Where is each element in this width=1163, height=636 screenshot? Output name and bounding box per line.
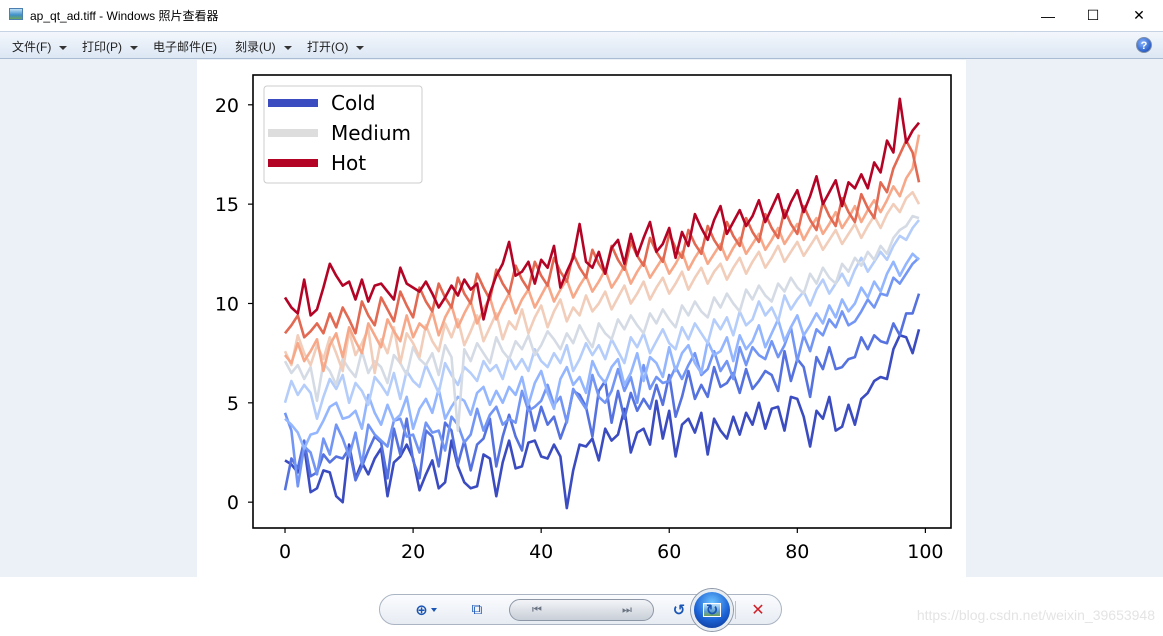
slideshow-icon [703,603,721,617]
svg-text:Cold: Cold [331,91,375,115]
svg-text:5: 5 [227,393,239,415]
svg-text:15: 15 [215,194,239,216]
rotate-clockwise-button[interactable]: ↻ [700,595,724,624]
close-window-button[interactable]: ✕ [1133,7,1145,23]
navigation-group: ⏮ ⏭ [509,589,733,631]
photo-viewer-app-icon [9,8,23,20]
series-line [283,139,921,339]
rotate-ccw-icon: ↺ [672,601,686,619]
menu-open-label: 打开(O) [307,40,349,54]
chart-series [283,97,921,510]
help-icon[interactable]: ? [1136,37,1152,53]
chevron-down-icon [59,45,68,50]
image-viewer-area: 0 20 40 60 80 100 0 5 10 15 20 Cold Medium Hot [0,59,1163,577]
svg-text:20: 20 [401,541,425,563]
chevron-down-icon [283,45,292,50]
chevron-down-icon [356,45,365,50]
menu-open[interactable]: 打开(O) [307,38,365,55]
svg-text:Hot: Hot [331,151,366,175]
toolbar-separator [735,601,736,619]
series-line [284,328,921,510]
y-axis-ticks: 0 5 10 15 20 [215,95,253,514]
rotate-counterclockwise-button[interactable]: ↺ [667,595,691,624]
menu-email[interactable]: 电子邮件(E) [153,38,217,55]
menu-file-label: 文件(F) [12,40,52,54]
fit-to-window-button[interactable]: ⧉ [464,595,490,624]
menu-email-label: 电子邮件(E) [153,40,217,54]
chevron-down-icon [430,607,437,612]
watermark-text: https://blog.csdn.net/weixin_39653948 [916,607,1155,623]
series-line [283,190,921,375]
title-bar: ap_qt_ad.tiff - Windows 照片查看器 — ☐ ✕ [0,0,1163,31]
series-line [283,214,920,432]
svg-text:40: 40 [529,541,553,563]
svg-text:0: 0 [279,541,291,563]
delete-icon: ✕ [751,601,765,619]
menu-burn-label: 刻录(U) [235,40,276,54]
line-chart: 0 20 40 60 80 100 0 5 10 15 20 Cold Medium Hot [215,74,952,563]
previous-icon: ⏮ [532,603,542,616]
series-line [283,219,921,421]
series-line [283,256,920,488]
plot-frame [252,74,952,529]
x-axis-ticks: 0 20 40 60 80 100 [279,528,944,563]
svg-text:80: 80 [785,541,809,563]
zoom-button[interactable]: ⊕ [408,595,444,624]
menu-print-label: 打印(P) [82,40,122,54]
menu-burn[interactable]: 刻录(U) [235,38,292,55]
next-button[interactable]: ⏭ [602,600,652,620]
delete-button[interactable]: ✕ [746,595,770,624]
menu-file[interactable]: 文件(F) [12,38,68,55]
svg-text:Medium: Medium [331,121,411,145]
viewer-toolbar: ⊕ ⧉ ⏮ ⏭ ↺ ↻ ✕ [379,589,782,631]
displayed-image: 0 20 40 60 80 100 0 5 10 15 20 Cold Medium Hot [197,60,966,577]
menu-bar: 文件(F) 打印(P) 电子邮件(E) 刻录(U) 打开(O) ? [0,31,1163,59]
bottom-area: ⊕ ⧉ ⏮ ⏭ ↺ ↻ ✕ https://blog.csdn.net/weix… [0,577,1163,636]
zoom-in-icon: ⊕ [415,601,428,619]
menu-print[interactable]: 打印(P) [82,38,138,55]
svg-text:0: 0 [227,492,239,514]
minimize-button[interactable]: — [1041,7,1055,24]
series-line [284,252,920,450]
svg-text:20: 20 [215,95,239,117]
fit-window-icon: ⧉ [471,601,483,618]
series-line [283,293,921,491]
previous-button[interactable]: ⏮ [512,600,562,620]
rotate-cw-icon: ↻ [705,601,719,619]
maximize-button[interactable]: ☐ [1086,7,1100,23]
chart-legend: Cold Medium Hot [263,85,423,184]
slideshow-button[interactable] [691,589,733,631]
svg-text:60: 60 [657,541,681,563]
svg-text:10: 10 [215,293,239,315]
window-title: ap_qt_ad.tiff - Windows 照片查看器 [30,9,219,23]
next-icon: ⏭ [622,603,632,616]
series-line [283,97,921,321]
chevron-down-icon [130,45,138,50]
svg-text:100: 100 [907,541,943,563]
